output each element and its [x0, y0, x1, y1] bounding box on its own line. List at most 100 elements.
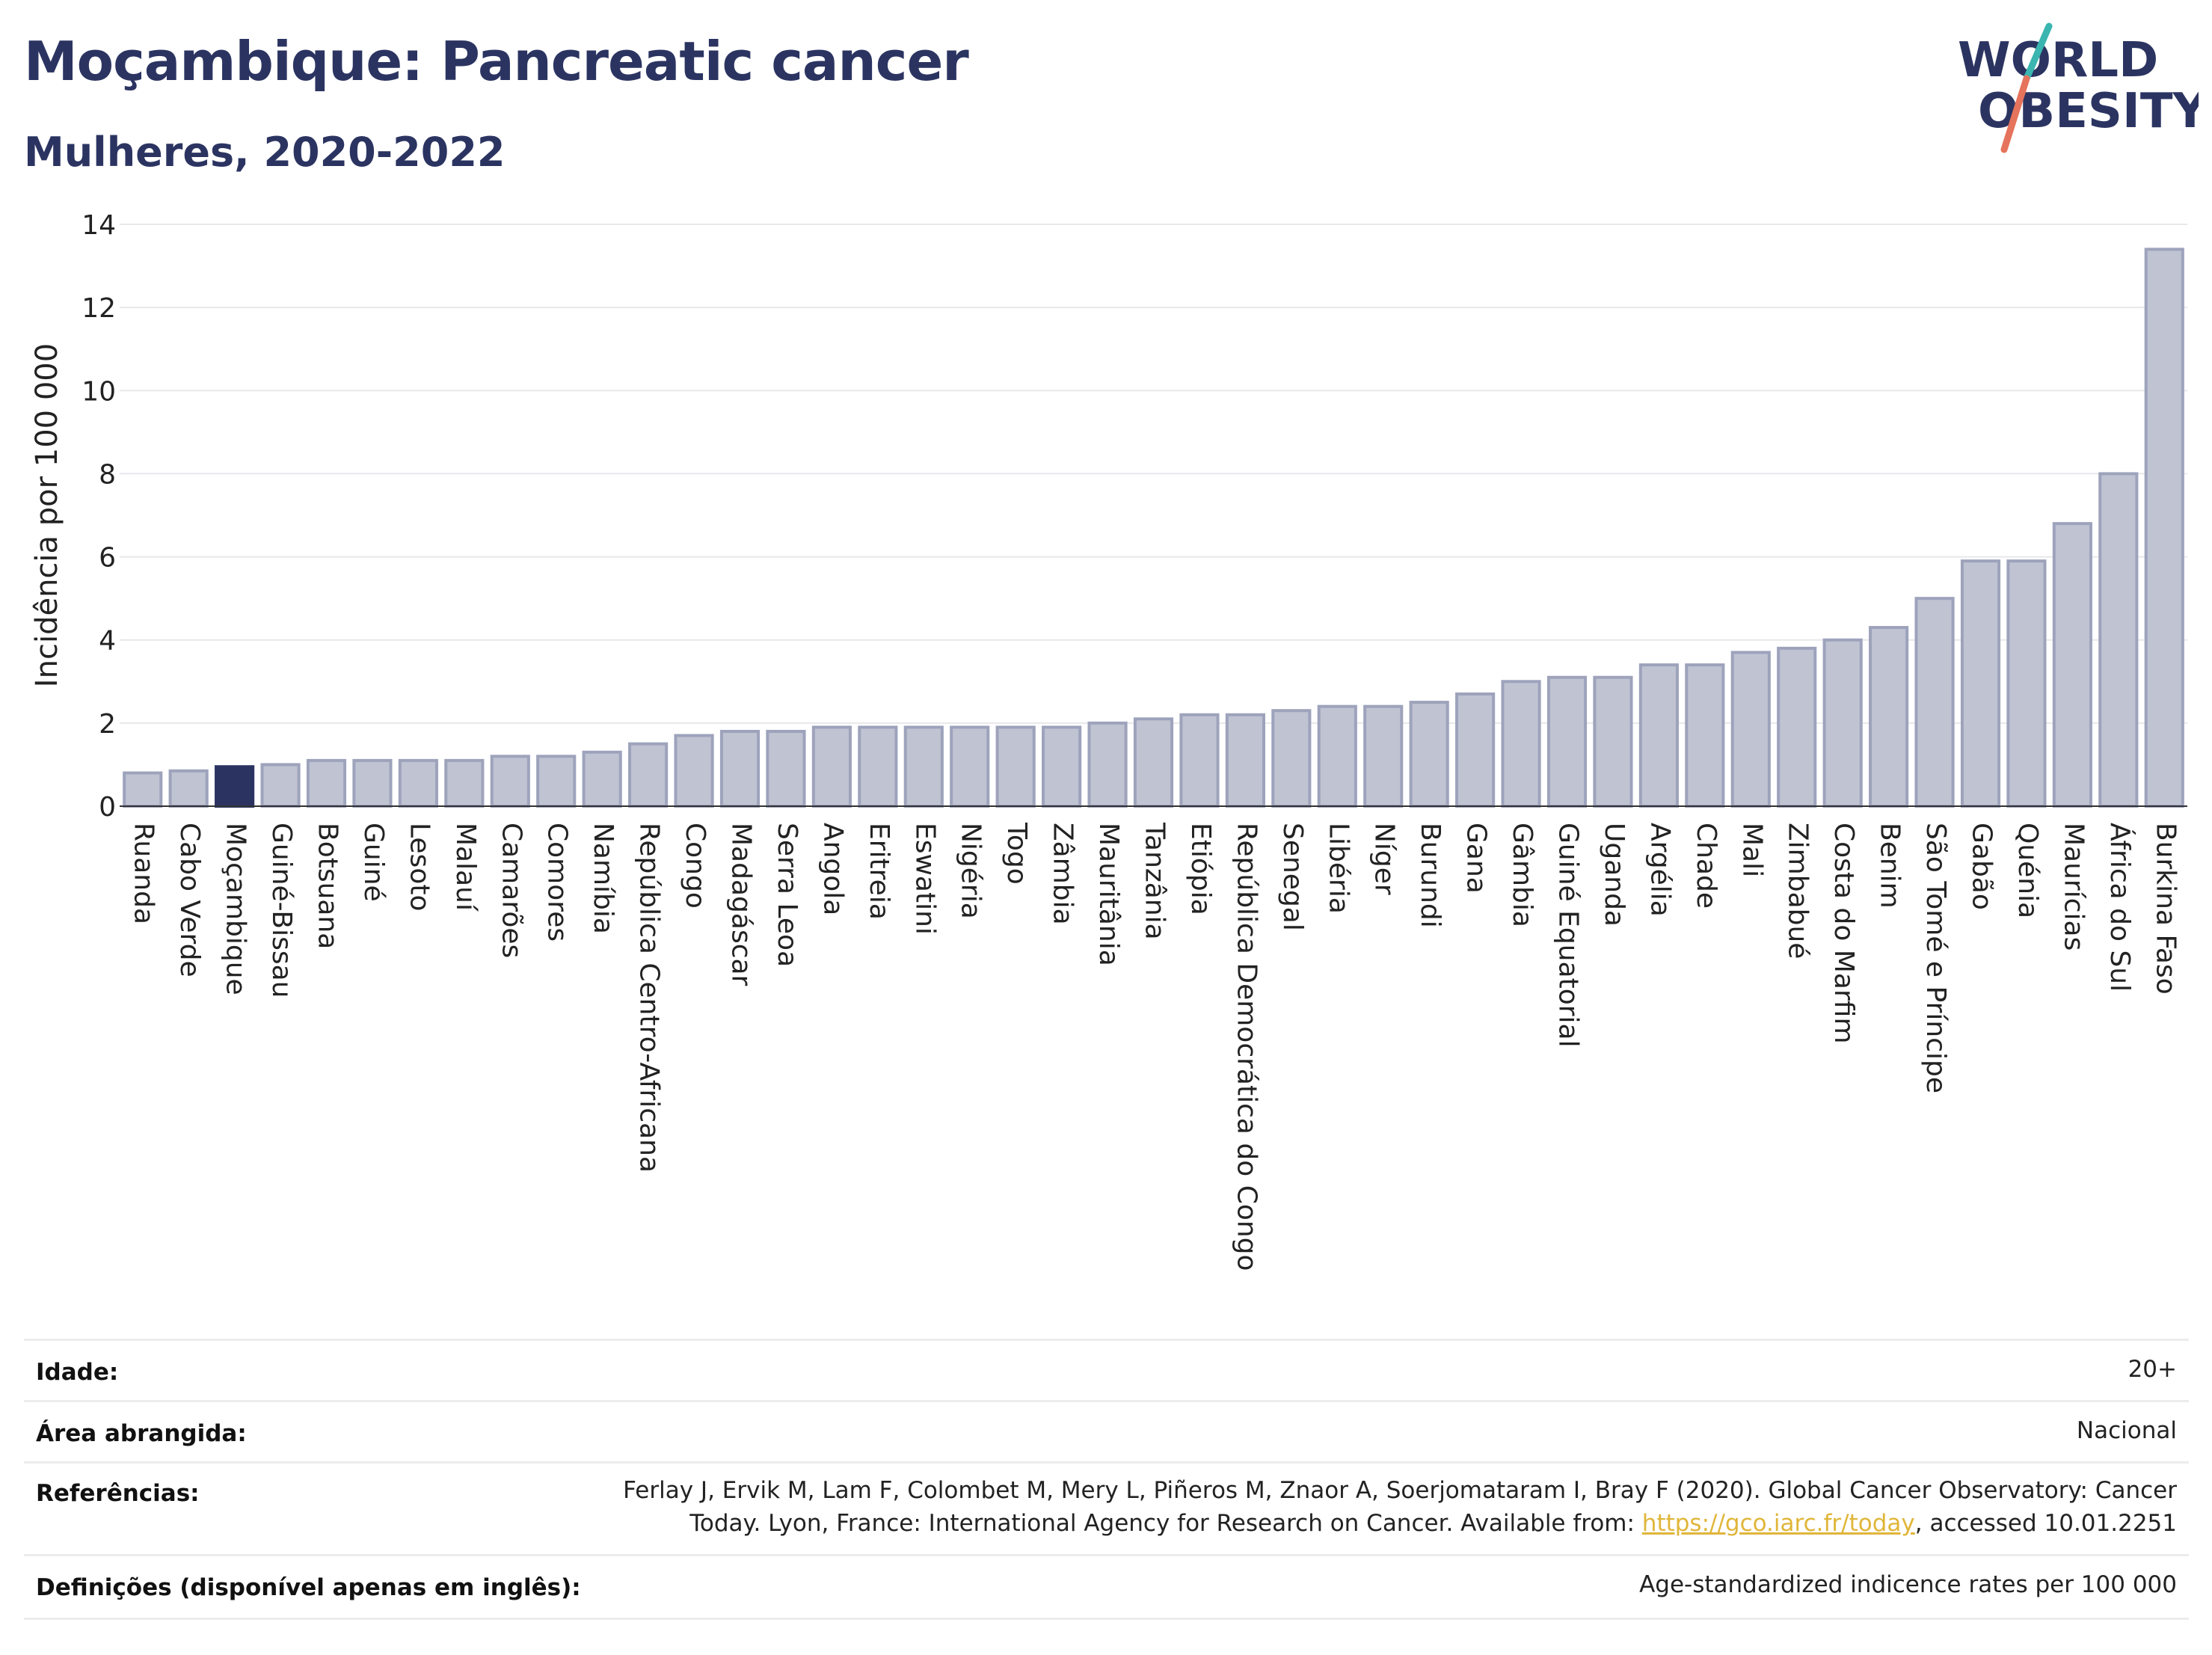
x-tick-label: República Democrática do Congo [1231, 823, 1262, 1271]
x-tick-label: Moçambique [221, 823, 251, 995]
bar-gana [1455, 692, 1496, 808]
bar-botsuana [306, 758, 347, 808]
area-value: Nacional [2076, 1417, 2177, 1444]
y-tick-label: 6 [99, 543, 116, 574]
x-tick-label: Quénia [2012, 823, 2043, 918]
logo-line1: WORLD [1958, 33, 2158, 88]
x-tick-label: Cabo Verde [174, 823, 205, 977]
bar-zimbabué [1777, 646, 1817, 808]
bar-áfrica-do-sul [2098, 472, 2139, 808]
bar-uganda [1593, 675, 1633, 808]
x-tick-label: Chade [1691, 823, 1721, 909]
x-tick-label: Níger [1369, 823, 1400, 895]
bar-angola [811, 725, 852, 808]
bar-níger [1363, 704, 1404, 808]
references-label: Referências: [36, 1480, 200, 1507]
x-tick-label: Burkina Faso [2150, 823, 2181, 995]
x-tick-label: Serra Leoa [772, 823, 802, 967]
x-tick-label: Gâmbia [1507, 823, 1537, 927]
x-axis-labels: Ruanda Cabo Verde Moçambique Guiné-Bissau Bo… [129, 822, 2181, 1271]
references-line2: Today. Lyon, France: International Agenc… [382, 1507, 2177, 1540]
x-tick-label: Madagáscar [726, 823, 757, 986]
x-tick-label: Eswatini [909, 823, 940, 935]
bar-maurícias [2052, 522, 2092, 808]
x-tick-label: Malauí [450, 823, 481, 912]
x-tick-label: Guiné-Bissau [266, 823, 297, 998]
x-tick-label: Botsuana [313, 823, 343, 949]
logo-slash-teal [2023, 22, 2053, 82]
x-tick-label: Ruanda [129, 823, 159, 924]
bar-lesoto [398, 758, 438, 808]
bar-mali [1730, 651, 1771, 808]
bar-congo [674, 734, 714, 808]
bar-chade [1685, 663, 1725, 808]
area-label: Área abrangida: [36, 1420, 247, 1447]
x-tick-label: Etiópia [1185, 823, 1216, 915]
bar-benim [1869, 626, 1909, 808]
bar-comores [536, 755, 577, 808]
x-tick-label: Congo [680, 823, 710, 909]
x-tick-label: Mali [1736, 823, 1767, 877]
logo-slash-red [2000, 75, 2030, 153]
x-tick-label: Tanzânia [1140, 822, 1170, 940]
x-tick-label: Senegal [1277, 823, 1308, 931]
bar-tanzânia [1133, 717, 1174, 808]
bar-guiné-bissau [260, 763, 301, 808]
bar-costa-do-marfim [1822, 638, 1863, 808]
x-tick-label: Mauritânia [1093, 823, 1124, 966]
x-tick-label: Zâmbia [1048, 823, 1078, 925]
bar-eswatini [903, 725, 944, 808]
bar-república-democrática-do-congo [1225, 713, 1265, 808]
x-tick-label: Eritreia [864, 823, 894, 920]
bar-são-tomé-e-príncipe [1914, 597, 1955, 808]
references-link[interactable]: https://gco.iarc.fr/today [1641, 1510, 1915, 1537]
info-row-area: Área abrangida: Nacional [24, 1400, 2189, 1464]
x-tick-label: Costa do Marfim [1828, 823, 1859, 1044]
bar-zâmbia [1042, 725, 1082, 808]
x-tick-label: Zimbabué [1783, 823, 1813, 959]
bar-senegal [1271, 709, 1312, 808]
y-tick-label: 0 [99, 792, 116, 823]
bar-etiópia [1179, 713, 1220, 808]
info-row-references: Referências: Ferlay J, Ervik M, Lam F, C… [24, 1461, 2189, 1556]
bar-república-centro-africana [628, 742, 669, 808]
bar-moçambique [215, 765, 255, 808]
y-tick-label: 4 [99, 626, 116, 657]
definitions-value: Age-standardized indicence rates per 100… [1639, 1571, 2177, 1598]
definitions-label: Definições (disponível apenas em inglês)… [36, 1574, 581, 1601]
references-line1: Ferlay J, Ervik M, Lam F, Colombet M, Me… [623, 1477, 2177, 1504]
bar-burkina-faso [2144, 248, 2184, 808]
y-tick-label: 2 [99, 709, 116, 740]
y-tick-label: 10 [82, 376, 116, 407]
x-tick-label: Comores [542, 823, 573, 942]
x-tick-label: Namíbia [588, 823, 618, 934]
bar-eritreia [858, 725, 898, 808]
x-tick-label: Guiné [358, 823, 389, 902]
x-tick-label: Benim [1875, 823, 1905, 909]
x-tick-label: África do Sul [2104, 823, 2136, 992]
x-tick-label: Burundi [1415, 823, 1446, 928]
world-obesity-logo: WORLD OBESITY [1958, 22, 2199, 153]
x-tick-label: Gabão [1967, 823, 1997, 910]
y-axis-label: Incidência por 100 000 [30, 343, 64, 687]
info-row-definitions: Definições (disponível apenas em inglês)… [24, 1554, 2189, 1620]
bar-togo [995, 725, 1036, 808]
bar-guiné [352, 758, 393, 808]
x-tick-label: Lesoto [404, 823, 434, 912]
y-tick-label: 14 [82, 210, 116, 241]
chart-title: Moçambique: Pancreatic cancer [24, 30, 969, 93]
age-value: 20+ [2127, 1356, 2177, 1383]
x-tick-label: Uganda [1599, 823, 1629, 927]
x-tick-label: São Tomé e Príncipe [1920, 823, 1951, 1093]
bar-madagáscar [719, 729, 761, 808]
x-tick-label: Libéria [1323, 823, 1354, 914]
bar-serra-leoa [766, 729, 806, 808]
bar-guiné-equatorial [1546, 675, 1588, 808]
y-tick-label: 8 [99, 459, 116, 490]
bar-argélia [1638, 663, 1679, 808]
bar-ruanda [123, 771, 163, 808]
chart-subtitle: Mulheres, 2020-2022 [24, 129, 506, 176]
references-line2-pre: Today. Lyon, France: International Agenc… [689, 1510, 1642, 1537]
x-tick-label: Argélia [1644, 823, 1675, 917]
y-tick-label: 12 [82, 293, 116, 324]
